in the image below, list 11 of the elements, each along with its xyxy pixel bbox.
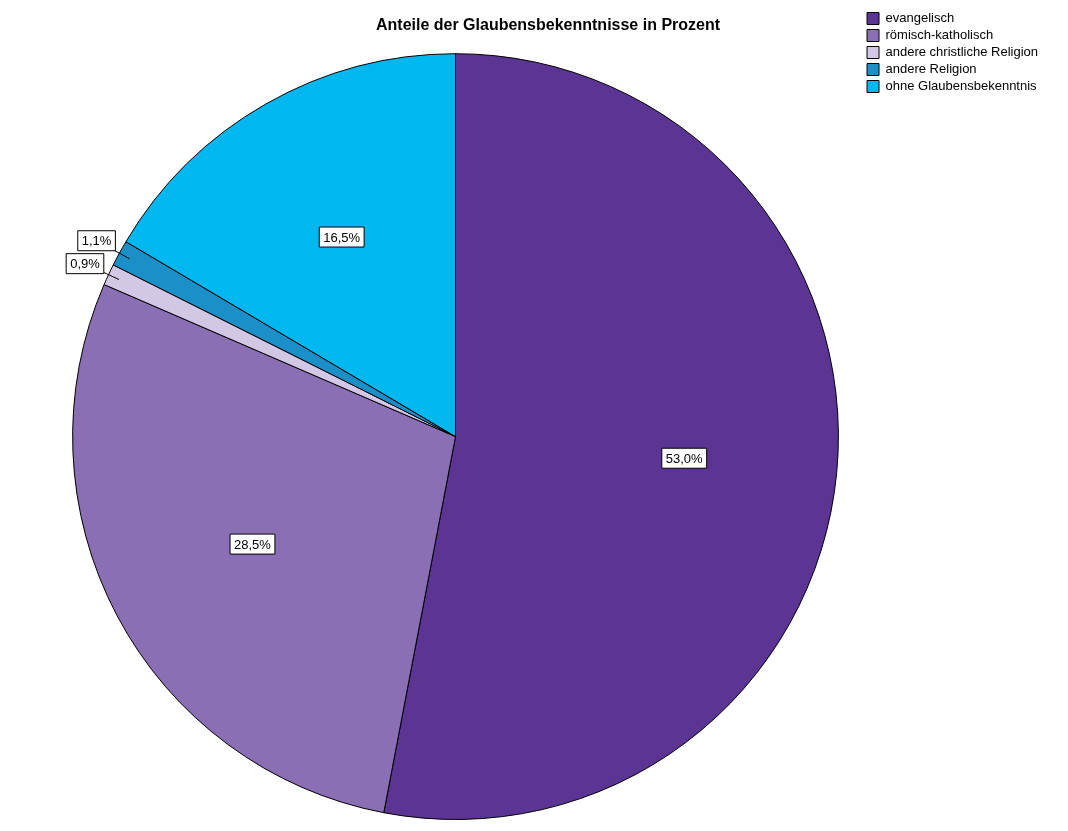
data-label: 1,1% — [81, 233, 112, 249]
legend-label: römisch-katholisch — [885, 27, 994, 43]
data-label: 16,5% — [323, 229, 361, 245]
data-label: 0,9% — [70, 256, 101, 272]
data-label: 53,0% — [665, 450, 704, 466]
legend-label: evangelisch — [885, 10, 955, 26]
legend-label: andere christliche Religion — [885, 44, 1039, 60]
data-label: 28,5% — [234, 536, 272, 552]
chart-title: Anteile der Glaubensbekenntnisse in Prozent — [375, 16, 721, 34]
legend-label: andere Religion — [885, 61, 977, 77]
legend-label: ohne Glaubensbekenntnis — [885, 78, 1038, 94]
